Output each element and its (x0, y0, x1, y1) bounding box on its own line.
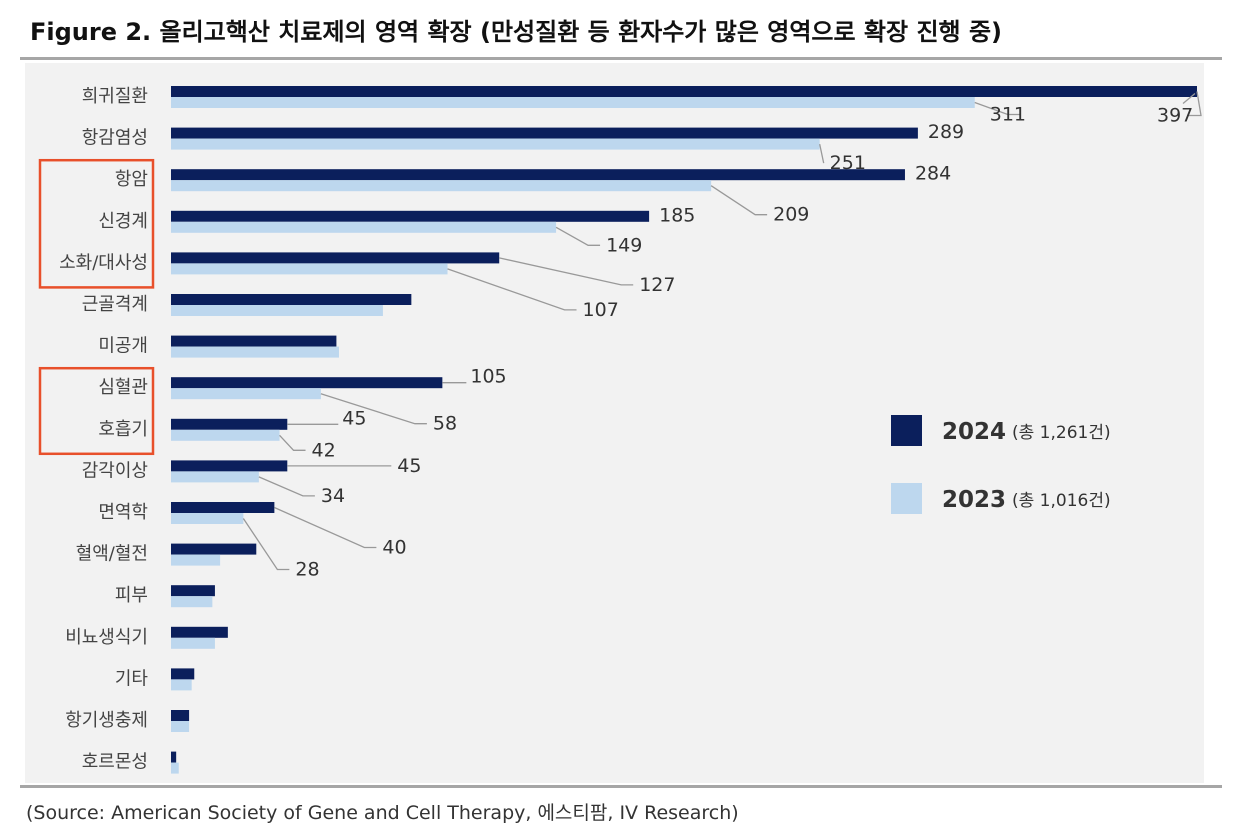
data-label: 105 (470, 366, 506, 388)
category-label: 근골격계 (82, 294, 148, 315)
source-note: (Source: American Society of Gene and Ce… (26, 802, 739, 824)
leader-line (974, 101, 1020, 116)
leader-line (555, 226, 601, 246)
data-label: 251 (830, 152, 866, 174)
leader-line (710, 185, 768, 216)
bar-2024 (171, 585, 215, 597)
category-label: 비뇨생식기 (65, 627, 148, 648)
bar-2023 (171, 138, 820, 150)
category-label: 신경계 (98, 211, 148, 232)
data-label: 185 (659, 204, 695, 226)
category-label: 감각이상 (82, 460, 148, 481)
category-label: 미공개 (98, 336, 148, 357)
highlight-box (38, 158, 155, 289)
leader-line (320, 393, 427, 425)
bar-2024 (171, 460, 288, 472)
leader-line (1187, 91, 1202, 117)
category-label: 항감염성 (82, 128, 148, 149)
bar-2023 (171, 679, 192, 691)
data-label: 45 (397, 455, 421, 477)
bar-2024 (171, 502, 275, 513)
data-label: 34 (321, 485, 345, 507)
data-label: 284 (915, 163, 951, 185)
leader-line (1182, 93, 1196, 104)
data-label: 209 (773, 204, 809, 226)
bar-2023 (171, 596, 213, 608)
bar-2023 (171, 513, 244, 524)
bar-2023 (171, 305, 383, 316)
legend-swatch-2024 (891, 415, 922, 446)
bar-2023 (171, 471, 259, 483)
bar-2023 (171, 429, 280, 441)
data-label: 289 (928, 121, 964, 143)
bar-2024 (171, 626, 228, 638)
category-label: 기타 (115, 668, 149, 689)
leader-line (242, 518, 290, 571)
data-label: 397 (1157, 105, 1193, 127)
legend-label-2024: 2024 (942, 419, 1006, 445)
bar-2023 (171, 762, 179, 774)
bar-2023 (171, 637, 215, 649)
category-label: 항기생충제 (65, 710, 148, 731)
category-label: 소화/대사성 (59, 252, 148, 273)
bar-2024 (171, 169, 905, 181)
category-label: 호르몬성 (82, 752, 148, 773)
data-label: 149 (606, 234, 642, 256)
bar-2024 (171, 418, 288, 430)
bar-2024 (171, 294, 412, 305)
category-label: 피부 (115, 585, 148, 606)
leader-line (274, 506, 377, 549)
bar-2023 (171, 721, 190, 732)
bar-2023 (171, 554, 221, 566)
bar-2024 (171, 543, 257, 555)
data-label: 107 (583, 299, 619, 321)
bar-2024 (171, 335, 337, 347)
data-label: 58 (433, 413, 457, 435)
leader-line (499, 257, 634, 286)
data-label: 42 (312, 439, 336, 461)
bar-2024 (171, 668, 195, 680)
bar-2024 (171, 751, 177, 763)
legend-swatch-2023 (891, 483, 922, 514)
bar-2023 (171, 221, 557, 233)
bar-2024 (171, 127, 918, 139)
leader-line (447, 268, 577, 311)
bar-2024 (171, 86, 1197, 97)
bar-2024 (171, 377, 443, 389)
data-label: 311 (990, 104, 1026, 126)
chart-title: Figure 2. 올리고핵산 치료제의 영역 확장 (만성질환 등 환자수가 … (30, 18, 1003, 46)
bar-2024 (171, 710, 190, 721)
data-label: 127 (639, 274, 675, 296)
category-label: 심혈관 (98, 377, 148, 398)
legend-label-2023: 2023 (942, 487, 1006, 513)
category-label: 면역학 (98, 502, 148, 523)
source-divider (20, 785, 1222, 788)
legend-total-2023: (총 1,016건) (1012, 491, 1111, 511)
category-label: 항암 (115, 169, 148, 190)
bar-2023 (171, 97, 975, 108)
highlight-box (38, 366, 155, 456)
data-label: 28 (295, 559, 319, 581)
title-divider (20, 57, 1222, 60)
bar-2024 (171, 252, 500, 264)
bar-2023 (171, 346, 339, 358)
bar-2024 (171, 210, 650, 222)
category-label: 혈액/혈전 (76, 544, 148, 565)
bar-2023 (171, 263, 448, 275)
leader-line (279, 434, 306, 451)
data-label: 45 (342, 407, 366, 429)
leader-line (258, 476, 315, 497)
bar-2023 (171, 388, 321, 400)
category-label: 호흡기 (98, 419, 148, 440)
legend-total-2024: (총 1,261건) (1012, 423, 1111, 443)
category-label: 희귀질환 (82, 86, 148, 107)
data-label: 40 (382, 537, 406, 559)
leader-line (819, 143, 825, 164)
bar-2023 (171, 180, 712, 192)
